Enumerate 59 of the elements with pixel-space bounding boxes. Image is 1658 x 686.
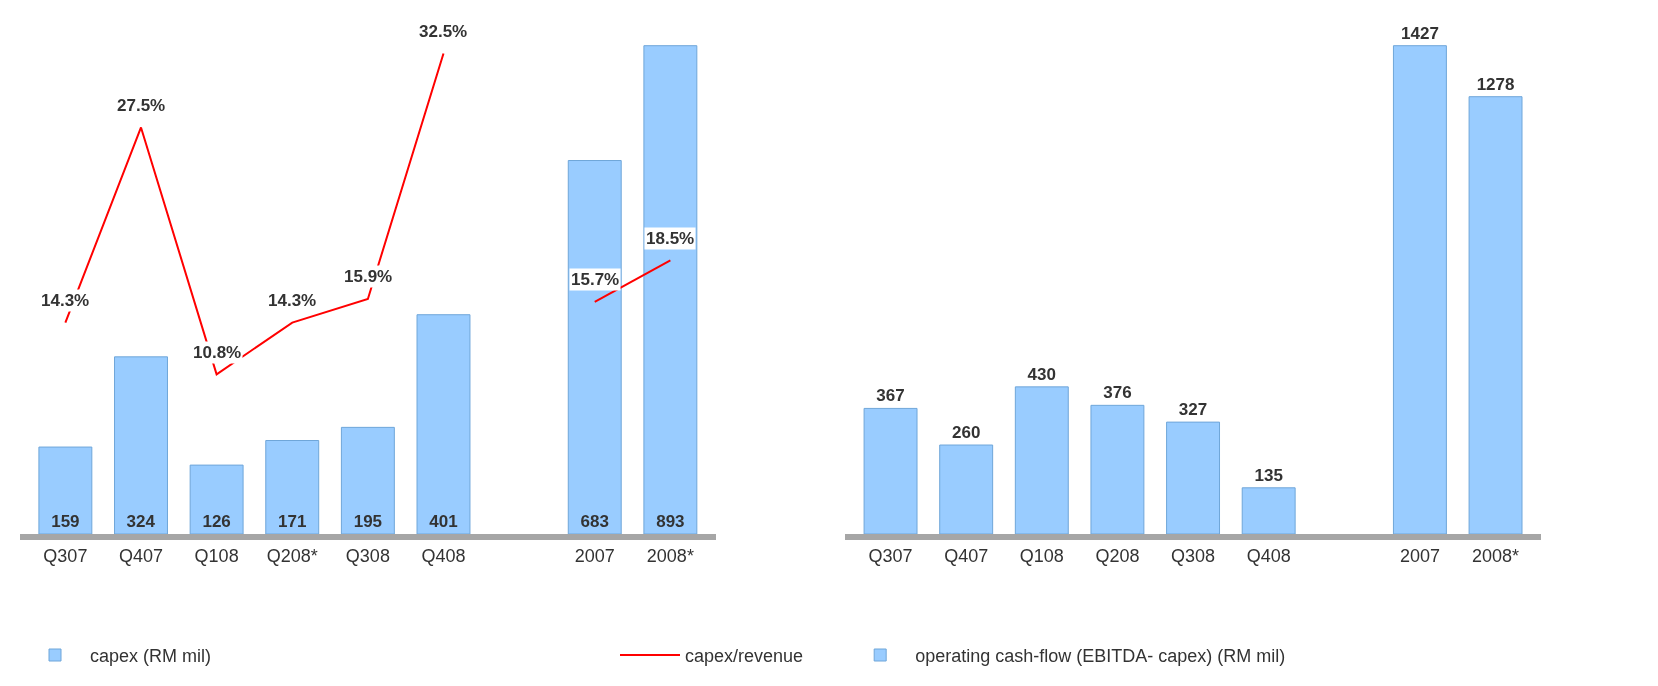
data-label: 126 <box>202 512 231 531</box>
data-label: 171 <box>278 512 307 531</box>
data-label: 401 <box>429 512 458 531</box>
x-tick-label: Q308 <box>345 545 390 566</box>
data-label: 683 <box>580 512 609 531</box>
bar <box>939 444 994 534</box>
bar <box>1166 421 1221 534</box>
data-label: 260 <box>951 423 981 443</box>
data-label: 18.5% <box>646 229 695 248</box>
data-label: 15.7% <box>571 270 620 289</box>
bar <box>1392 45 1447 534</box>
x-tick-label: Q208 <box>1095 545 1140 566</box>
data-label: 327 <box>1178 400 1208 420</box>
data-label: 376 <box>1103 383 1132 403</box>
data-label: 1427 <box>1401 23 1439 43</box>
x-tick-label: 2008* <box>646 545 694 566</box>
x-tick-label: 2008* <box>1472 545 1520 566</box>
data-label: 159 <box>51 512 80 531</box>
bar <box>863 407 918 534</box>
data-label: 14.3% <box>268 291 317 310</box>
bar <box>1241 487 1296 534</box>
legend-label: capex (RM mil) <box>90 646 212 667</box>
data-label: 893 <box>656 512 685 531</box>
bar <box>1090 404 1145 534</box>
x-tick-label: Q307 <box>868 545 913 566</box>
bar <box>1468 96 1523 534</box>
data-label: 324 <box>126 512 156 531</box>
legend-label: operating cash-flow (EBITDA- capex) (RM mil) <box>915 646 1286 667</box>
bar <box>340 426 395 534</box>
bar <box>416 314 471 534</box>
data-label: 195 <box>353 512 383 531</box>
bar <box>38 446 93 534</box>
bar <box>643 45 698 534</box>
data-label: 367 <box>876 386 905 406</box>
x-tick-label: Q208* <box>266 545 318 566</box>
x-tick-label: 2007 <box>574 545 615 566</box>
bar <box>114 356 168 534</box>
x-tick-label: Q408 <box>421 545 466 566</box>
bar <box>567 160 622 534</box>
x-tick-label: Q108 <box>194 545 239 566</box>
x-tick-label: Q108 <box>1019 545 1064 566</box>
data-label: 27.5% <box>117 96 166 115</box>
data-label: 14.3% <box>41 291 90 310</box>
bar <box>1014 386 1069 534</box>
bar <box>189 464 244 534</box>
bar <box>265 440 320 534</box>
data-label: 32.5% <box>419 22 468 41</box>
legend-label: capex/revenue <box>685 646 804 667</box>
x-tick-label: Q408 <box>1246 545 1291 566</box>
x-tick-label: Q407 <box>118 545 164 566</box>
data-label: 135 <box>1254 465 1283 485</box>
data-label: 430 <box>1027 364 1056 384</box>
x-tick-label: Q407 <box>944 545 989 566</box>
x-tick-label: Q307 <box>43 545 88 566</box>
x-tick-label: 2007 <box>1399 545 1440 566</box>
data-label: 10.8% <box>193 343 242 362</box>
data-label: 1278 <box>1476 74 1515 94</box>
data-label: 15.9% <box>344 267 393 286</box>
x-tick-label: Q308 <box>1171 545 1216 566</box>
